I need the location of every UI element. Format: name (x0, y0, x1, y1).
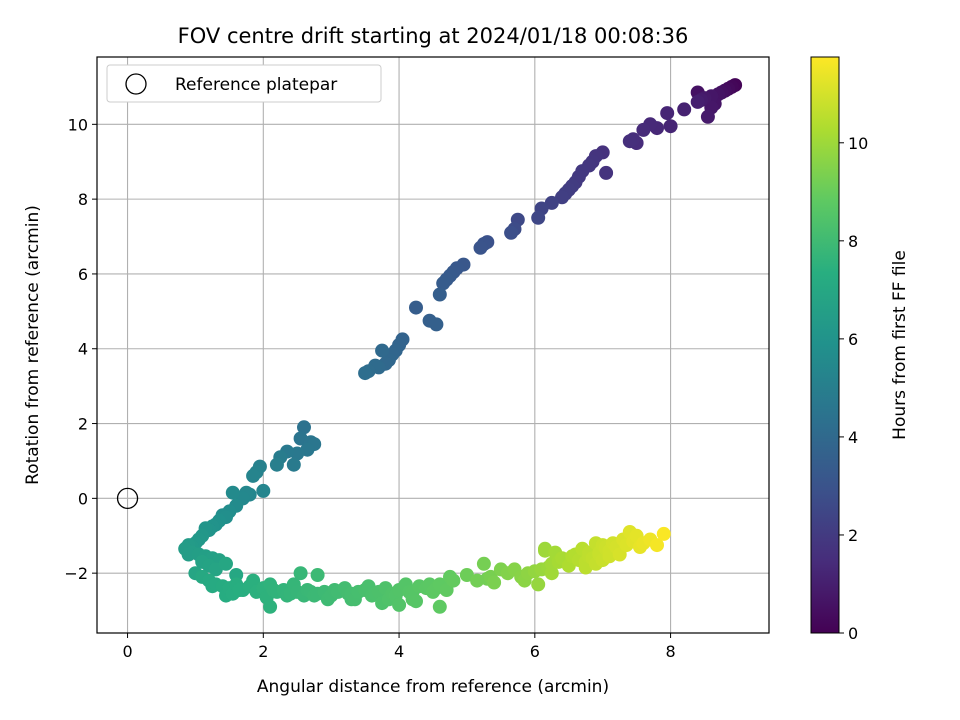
scatter-point (476, 556, 491, 571)
scatter-point (663, 119, 678, 134)
colorbar-tick-label: 10 (848, 134, 868, 153)
y-axis-title: Rotation from reference (arcmin) (23, 205, 43, 485)
x-tick-label: 8 (665, 642, 675, 661)
scatter-point (432, 599, 447, 614)
scatter-point (409, 594, 423, 609)
scatter-point (256, 483, 271, 498)
legend-box (106, 64, 382, 103)
colorbar-tick-label: 6 (848, 330, 858, 349)
grid (97, 57, 769, 633)
scatter-points (116, 78, 743, 614)
x-axis-title: Angular distance from reference (arcmin) (257, 677, 609, 697)
colorbar-tick-label: 2 (848, 526, 858, 545)
scatter-point (310, 568, 325, 582)
scatter-point (459, 568, 474, 582)
scatter-point (286, 457, 301, 472)
scatter-point (622, 134, 637, 149)
scatter-point (531, 577, 546, 592)
legend: Reference platepar (106, 64, 382, 103)
scatter-point (544, 195, 559, 210)
scatter-point (409, 300, 423, 315)
colorbar-tick-label: 8 (848, 232, 858, 251)
scatter-point (473, 240, 488, 255)
x-tick-label: 4 (394, 642, 404, 661)
y-tick-label: −2 (64, 564, 88, 583)
scatter-point (358, 366, 373, 381)
colorbar-label: Hours from first FF file (890, 250, 910, 440)
colorbar-tick-label: 0 (848, 624, 858, 643)
scatter-point (181, 547, 196, 562)
scatter-point (656, 526, 671, 541)
y-tick-label: 0 (78, 489, 88, 508)
plot-area-frame (96, 56, 770, 634)
scatter-point (555, 190, 569, 205)
scatter-point (246, 573, 261, 588)
chart-title: FOV centre drift starting at 2024/01/18 … (178, 24, 689, 48)
scatter-point (225, 485, 240, 500)
scatter-point (436, 276, 451, 291)
scatter-point (700, 109, 715, 124)
colorbar-tick-label: 4 (848, 428, 858, 447)
scatter-point (677, 102, 692, 117)
colorbar-ticks: 0 2 4 6 8 10 (839, 134, 868, 643)
scatter-point (531, 210, 546, 225)
y-tick-label: 2 (78, 415, 88, 434)
scatter-point (429, 317, 444, 332)
x-tick-label: 0 (122, 642, 132, 661)
scatter-point (599, 165, 614, 180)
scatter-point (650, 538, 664, 553)
y-tick-label: 10 (68, 115, 88, 134)
scatter-point (392, 597, 407, 612)
scatter-point (219, 556, 233, 571)
y-axis-ticks: −2 0 2 4 6 8 10 (64, 115, 97, 583)
colorbar-gradient (810, 56, 840, 634)
scatter-point (660, 106, 675, 121)
scatter-point (208, 562, 223, 577)
x-axis-ticks: 0 2 4 6 8 (122, 633, 676, 661)
y-tick-label: 6 (78, 265, 88, 284)
scatter-point (269, 457, 284, 472)
scatter-point (504, 225, 519, 240)
reference-platepar-marker (116, 487, 139, 510)
legend-marker-reference (125, 73, 147, 95)
scatter-point (487, 575, 502, 590)
y-tick-label: 8 (78, 190, 88, 209)
colorbar: 0 2 4 6 8 10 Hours from first FF file (810, 56, 910, 643)
scatter-point (636, 122, 651, 137)
scatter-point (690, 94, 705, 109)
scatter-point (297, 420, 311, 435)
scatter-point (375, 343, 390, 358)
scatter-point (446, 573, 461, 588)
y-tick-label: 4 (78, 340, 88, 359)
scatter-point (293, 566, 308, 581)
x-tick-label: 2 (258, 642, 268, 661)
x-tick-label: 6 (530, 642, 540, 661)
scatter-point (432, 287, 447, 302)
legend-label-reference: Reference platepar (175, 75, 337, 95)
scatter-point (246, 468, 261, 483)
